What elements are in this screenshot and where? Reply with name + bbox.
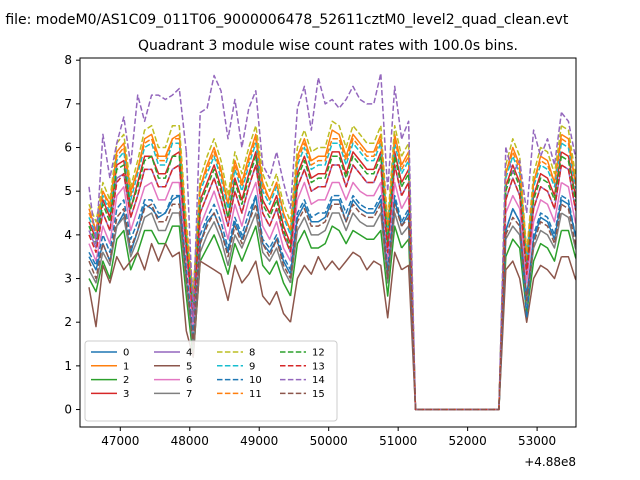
x-offset-label: +4.88e8 xyxy=(524,455,576,469)
plot-area xyxy=(88,72,576,411)
series-line xyxy=(88,142,188,236)
legend-label: 2 xyxy=(123,375,129,386)
legend-label: 0 xyxy=(123,348,129,359)
figure-suptitle: n file: modeM0/AS1C09_011T06_9000006478_… xyxy=(0,12,569,28)
x-tick-label: 47000 xyxy=(101,434,139,448)
series-line xyxy=(289,194,403,271)
series-line xyxy=(505,182,563,284)
legend-label: 1 xyxy=(123,361,129,372)
series-line xyxy=(88,203,188,280)
series-line xyxy=(185,260,292,358)
series-line xyxy=(289,155,403,249)
y-tick-label: 4 xyxy=(64,228,72,242)
y-tick-label: 0 xyxy=(64,403,72,417)
legend-label: 5 xyxy=(186,361,192,372)
series-line xyxy=(289,120,403,223)
series-line xyxy=(505,164,563,275)
y-tick-label: 6 xyxy=(64,141,72,155)
series-line xyxy=(505,230,563,315)
series-line xyxy=(561,255,576,282)
series-line xyxy=(88,138,188,232)
series-line xyxy=(560,112,576,161)
series-line xyxy=(185,194,292,337)
series-line xyxy=(401,216,507,411)
series-line xyxy=(185,203,292,345)
series-line xyxy=(561,181,576,226)
x-tick-label: 48000 xyxy=(171,434,209,448)
series-line xyxy=(185,212,292,350)
series-line xyxy=(88,181,188,262)
legend-label: 9 xyxy=(249,361,255,372)
y-tick-label: 5 xyxy=(64,184,72,198)
series-line xyxy=(505,212,563,306)
x-axis: 47000 48000 49000 50000 51000 52000 53000 xyxy=(101,427,556,448)
series-line xyxy=(289,203,403,280)
series-line xyxy=(185,151,292,315)
series-line xyxy=(88,124,188,223)
legend-label: 11 xyxy=(249,389,262,400)
series-line xyxy=(88,155,188,245)
series-line xyxy=(505,195,563,319)
series-line xyxy=(185,194,292,345)
series-line xyxy=(561,212,576,251)
x-tick-label: 52000 xyxy=(449,434,487,448)
y-tick-label: 1 xyxy=(64,359,72,373)
series-line xyxy=(505,143,563,262)
series-line xyxy=(505,204,563,302)
y-tick-label: 8 xyxy=(64,53,72,67)
series-line xyxy=(289,138,403,232)
chart-title: Quadrant 3 module wise count rates with … xyxy=(138,38,518,54)
legend-label: 6 xyxy=(186,375,192,386)
legend-label: 3 xyxy=(123,389,129,400)
y-axis: 0 1 2 3 4 5 6 7 8 xyxy=(64,53,80,417)
series-line xyxy=(185,124,292,293)
series-line xyxy=(88,194,188,270)
series-line xyxy=(505,112,563,214)
legend-box xyxy=(84,340,338,422)
legend-label: 15 xyxy=(312,389,325,400)
legend-label: 4 xyxy=(186,348,192,359)
series-line xyxy=(561,229,576,261)
legend-label: 12 xyxy=(312,348,325,359)
series-line xyxy=(88,164,188,254)
legend-label: 13 xyxy=(312,361,325,372)
axes-frame xyxy=(79,57,577,428)
series-15 xyxy=(88,203,576,411)
series-line xyxy=(289,251,403,323)
legend-label: 7 xyxy=(186,389,192,400)
series-line xyxy=(185,164,292,319)
series-lines xyxy=(88,72,576,411)
y-tick-label: 2 xyxy=(64,315,72,329)
series-line xyxy=(185,138,292,302)
series-line xyxy=(88,87,188,245)
x-tick-label: 49000 xyxy=(240,434,278,448)
series-line xyxy=(505,151,563,267)
series-line xyxy=(289,225,403,297)
series-line xyxy=(88,242,188,331)
series-line xyxy=(561,164,576,213)
series-line xyxy=(505,138,563,262)
y-tick-label: 7 xyxy=(64,97,72,111)
legend-label: 8 xyxy=(249,348,255,359)
series-line xyxy=(289,181,403,262)
series-line xyxy=(185,181,292,332)
series-line xyxy=(289,164,403,254)
series-line xyxy=(289,72,403,209)
y-tick-label: 3 xyxy=(64,272,72,286)
series-line xyxy=(88,212,188,284)
series-line xyxy=(505,125,563,254)
series-line xyxy=(505,256,563,323)
x-tick-label: 51000 xyxy=(379,434,417,448)
series-line xyxy=(505,156,563,271)
legend-label: 14 xyxy=(312,375,325,386)
series-line xyxy=(185,225,292,358)
series-line xyxy=(185,74,292,319)
legend-label: 10 xyxy=(249,375,262,386)
x-tick-label: 50000 xyxy=(310,434,348,448)
x-tick-label: 53000 xyxy=(518,434,556,448)
series-line xyxy=(185,142,292,306)
